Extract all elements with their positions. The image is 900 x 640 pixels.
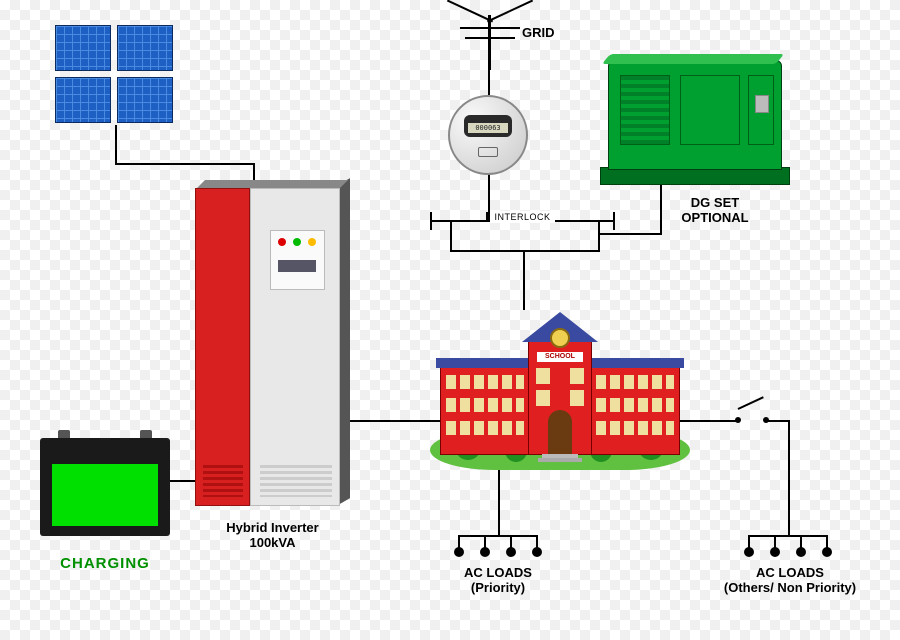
charging-label: CHARGING	[40, 555, 170, 572]
school-building: SCHOOL	[440, 310, 680, 480]
wire	[788, 420, 790, 535]
switch-terminal	[735, 417, 741, 423]
wire	[430, 212, 432, 230]
meter-reading: 000063	[468, 123, 508, 133]
ac-loads-2-line2: (Others/ Non Priority)	[710, 580, 870, 595]
grid-pole	[460, 15, 520, 70]
switch-open	[738, 396, 764, 410]
battery	[40, 430, 170, 540]
wire	[486, 212, 488, 220]
dgset-label-line2: OPTIONAL	[655, 210, 775, 225]
wire	[680, 420, 740, 422]
ac-load-nonpriority-label: AC LOADS (Others/ Non Priority)	[710, 565, 870, 595]
switch-terminal	[763, 417, 769, 423]
wire	[450, 222, 452, 252]
wire	[613, 212, 615, 230]
diesel-generator	[600, 50, 790, 185]
energy-meter: 000063	[448, 95, 528, 175]
hybrid-inverter	[195, 180, 350, 510]
wire	[598, 233, 662, 235]
wire	[350, 420, 440, 422]
interlock-label: INTERLOCK	[490, 211, 555, 223]
wire	[523, 250, 525, 310]
wire	[170, 480, 195, 482]
inverter-label-line1: Hybrid Inverter	[195, 520, 350, 535]
solar-panels	[55, 25, 175, 125]
wire	[115, 125, 117, 165]
inverter-label-line2: 100kVA	[195, 535, 350, 550]
school-sign: SCHOOL	[537, 352, 583, 362]
dgset-label: DG SET OPTIONAL	[655, 195, 775, 225]
grid-label: GRID	[522, 25, 582, 40]
ac-loads-2-line1: AC LOADS	[710, 565, 870, 580]
ac-load-priority-label: AC LOADS (Priority)	[438, 565, 558, 595]
inverter-label: Hybrid Inverter 100kVA	[195, 520, 350, 550]
wire	[598, 222, 600, 252]
dgset-label-line1: DG SET	[655, 195, 775, 210]
ac-loads-1-line1: AC LOADS	[438, 565, 558, 580]
wire	[115, 163, 255, 165]
ac-loads-1-line2: (Priority)	[438, 580, 558, 595]
wire	[450, 250, 600, 252]
diagram-canvas: CHARGING Hybrid Inverter 100kVA GRID 0	[0, 0, 900, 640]
